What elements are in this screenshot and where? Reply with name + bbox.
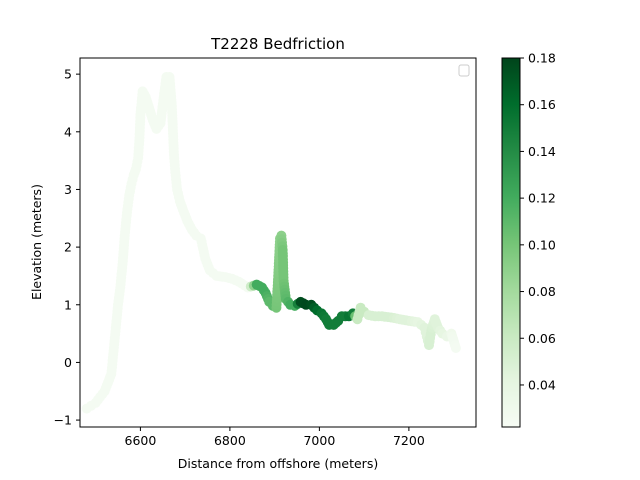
chart-title: T2228 Bedfriction xyxy=(210,35,345,53)
y-tick-label: 3 xyxy=(64,182,72,197)
x-tick-label: 7200 xyxy=(393,433,425,448)
colorbar-tick-label: 0.18 xyxy=(528,51,556,66)
y-tick-label: 2 xyxy=(64,240,72,255)
data-points xyxy=(81,72,461,414)
colorbar-tick-label: 0.10 xyxy=(528,237,556,252)
colorbar-tick-label: 0.14 xyxy=(528,144,556,159)
plot-frame xyxy=(79,57,477,428)
y-tick-label: 1 xyxy=(64,297,72,312)
y-axis-label: Elevation (meters) xyxy=(29,184,44,300)
y-tick-label: −1 xyxy=(54,413,72,428)
data-point xyxy=(450,343,461,353)
colorbar-tick-label: 0.06 xyxy=(528,331,556,346)
colorbar xyxy=(501,57,521,428)
x-tick-label: 6800 xyxy=(214,433,246,448)
y-tick-label: 4 xyxy=(64,124,72,139)
x-axis: 6600 6800 7000 7200 xyxy=(125,427,425,448)
y-axis: −1 0 1 2 3 4 5 xyxy=(54,67,80,428)
x-tick-label: 7000 xyxy=(303,433,335,448)
colorbar-axis: 0.04 0.06 0.08 0.10 0.12 0.14 0.16 0.18 xyxy=(520,51,556,392)
colorbar-tick-label: 0.04 xyxy=(528,377,556,392)
x-axis-label: Distance from offshore (meters) xyxy=(178,456,378,471)
y-tick-label: 0 xyxy=(64,355,72,370)
y-tick-label: 5 xyxy=(64,67,72,82)
colorbar-tick-label: 0.12 xyxy=(528,191,556,206)
colorbar-tick-label: 0.16 xyxy=(528,97,556,112)
x-tick-label: 6600 xyxy=(125,433,157,448)
colorbar-tick-label: 0.08 xyxy=(528,284,556,299)
legend-box xyxy=(458,64,470,77)
